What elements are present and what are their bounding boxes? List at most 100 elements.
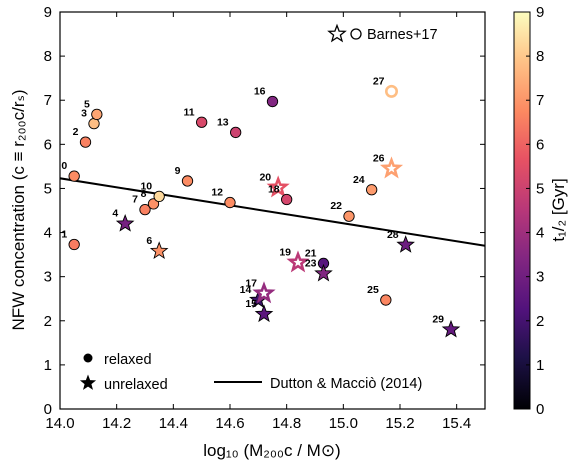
relaxed-circle-point-16 <box>266 95 279 108</box>
relaxed-circle-point-2 <box>79 136 92 148</box>
point-label-0: 0 <box>61 160 67 172</box>
unrelaxed-star-point-19 <box>286 250 310 273</box>
relaxed-circle-point-8 <box>147 198 160 210</box>
legend-unrelaxed-label: unrelaxed <box>104 377 168 393</box>
legend-bottom: relaxed unrelaxed Dutton & Macciò (2014) <box>79 352 422 393</box>
x-tick-label: 14.8 <box>272 415 301 432</box>
unrelaxed-star-point-15 <box>254 304 274 323</box>
relaxed-circle-point-24 <box>366 184 378 196</box>
x-axis-label: log₁₀ (M₂₀₀c / M⊙) <box>203 441 340 460</box>
y-tick-label: 6 <box>44 136 52 153</box>
colorbar-tick-label: 1 <box>536 357 544 374</box>
x-tick-label: 14.4 <box>159 415 188 432</box>
point-label-10: 10 <box>140 180 152 192</box>
point-label-16: 16 <box>254 86 266 98</box>
y-tick-label: 0 <box>44 401 52 418</box>
y-tick-label: 4 <box>44 225 52 242</box>
legend-unrelaxed-marker <box>79 374 97 390</box>
x-tick-label: 14.6 <box>215 415 244 432</box>
point-label-14: 14 <box>240 284 252 296</box>
legend-barnes-star-marker <box>327 23 347 43</box>
x-tick-label: 14.0 <box>45 415 74 432</box>
x-axis-ticks: 14.0 14.2 14.4 14.6 14.8 15.0 15.2 15.4 <box>45 12 471 432</box>
point-label-9: 9 <box>175 165 181 177</box>
x-tick-label: 15.2 <box>385 415 414 432</box>
legend-barnes-circle-marker <box>350 28 362 40</box>
relaxed-circle-point-5 <box>91 108 103 120</box>
point-label-8: 8 <box>141 188 147 200</box>
colorbar-tick-label: 2 <box>536 313 544 330</box>
point-label-13: 13 <box>217 116 229 128</box>
relaxed-circle-point-9 <box>181 175 194 187</box>
relaxed-circle-point-7 <box>139 203 151 216</box>
point-label-15: 15 <box>245 298 257 310</box>
relaxed-circle-point-1 <box>68 238 80 251</box>
plot-area <box>59 11 486 410</box>
colorbar-tick-label: 5 <box>536 180 544 197</box>
x-tick-label: 15.4 <box>442 415 471 432</box>
point-label-22: 22 <box>330 200 342 212</box>
colorbar-tick-label: 0 <box>536 401 544 418</box>
point-label-11: 11 <box>184 106 195 118</box>
unrelaxed-star-point-29 <box>441 319 461 338</box>
point-label-5: 5 <box>84 98 90 110</box>
y-tick-label: 9 <box>44 4 52 21</box>
point-label-19: 19 <box>279 247 291 259</box>
relaxed-circle-point-10 <box>153 190 165 203</box>
y-tick-label: 1 <box>44 357 52 374</box>
x-tick-label: 14.2 <box>102 415 131 432</box>
point-label-4: 4 <box>112 208 118 220</box>
y-tick-label: 8 <box>44 48 52 65</box>
unrelaxed-star-point-26 <box>379 156 404 179</box>
unrelaxed-star-point-17 <box>252 281 276 304</box>
relaxed-circle-point-22 <box>343 210 355 222</box>
y-tick-label: 7 <box>44 92 52 109</box>
unrelaxed-star-point-23 <box>314 263 333 282</box>
legend-fit-label: Dutton & Macciò (2014) <box>270 376 422 392</box>
relaxed-circle-point-13 <box>230 126 242 139</box>
legend-barnes: Barnes+17 <box>327 23 438 43</box>
colorbar-tick-label: 8 <box>536 48 544 65</box>
colorbar-ticks: 0 1 2 3 4 5 6 7 8 9 <box>526 4 544 418</box>
colorbar-label: t₁/₂ [Gyr] <box>549 178 568 241</box>
unrelaxed-star-point-20 <box>266 175 290 198</box>
point-label-1: 1 <box>61 228 67 240</box>
point-label-24: 24 <box>353 174 365 186</box>
colorbar-tick-label: 9 <box>536 4 544 21</box>
point-label-6: 6 <box>146 235 152 247</box>
point-label-20: 20 <box>259 172 271 184</box>
point-label-12: 12 <box>211 187 223 199</box>
legend-relaxed-marker <box>83 353 93 363</box>
relaxed-circle-point-11 <box>196 116 208 128</box>
x-tick-label: 15.0 <box>329 415 358 432</box>
unrelaxed-star-point-6 <box>149 241 169 259</box>
colorbar <box>513 11 531 410</box>
point-label-2: 2 <box>73 126 79 138</box>
point-label-7: 7 <box>132 194 138 206</box>
point-label-21: 21 <box>305 247 317 259</box>
point-label-25: 25 <box>367 284 379 296</box>
point-label-3: 3 <box>81 108 87 120</box>
relaxed-circle-point-0 <box>68 170 80 182</box>
point-label-23: 23 <box>305 258 317 270</box>
y-tick-label: 5 <box>44 180 52 197</box>
point-label-18: 18 <box>268 183 280 195</box>
y-axis-label: NFW concentration (c ≡ r₂₀₀c/rₛ) <box>9 89 28 330</box>
colorbar-tick-label: 6 <box>536 136 544 153</box>
relaxed-circle-point-12 <box>224 196 236 209</box>
relaxed-circle-point-18 <box>281 193 293 206</box>
colorbar-tick-label: 3 <box>536 269 544 286</box>
point-label-26: 26 <box>373 153 385 165</box>
point-label-17: 17 <box>245 277 257 289</box>
data-points <box>68 84 461 338</box>
relaxed-circle-point-27 <box>384 84 398 98</box>
fit-line <box>60 177 485 247</box>
point-label-27: 27 <box>373 75 385 87</box>
relaxed-circle-point-25 <box>380 294 392 306</box>
unrelaxed-star-point-28 <box>396 235 415 253</box>
y-tick-label: 2 <box>44 313 52 330</box>
fit-line-group <box>60 177 485 247</box>
